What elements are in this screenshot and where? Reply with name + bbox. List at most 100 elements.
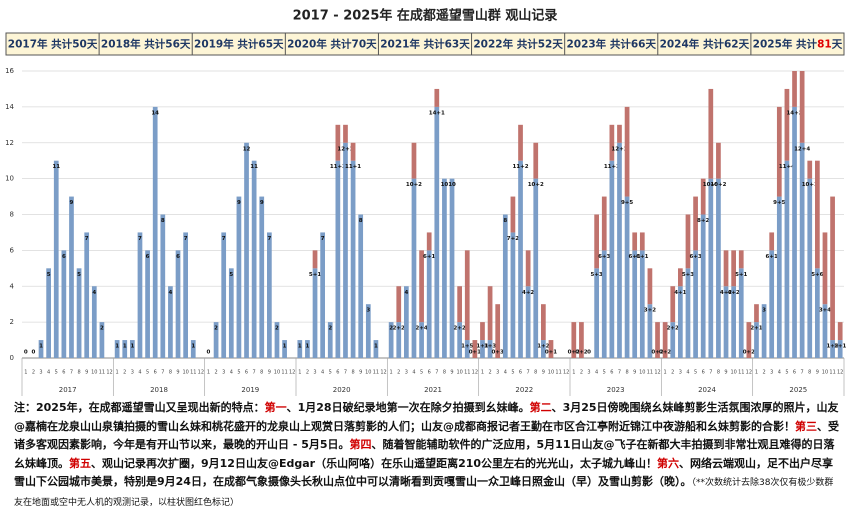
value-label: 2+2 [667, 326, 679, 332]
bar-segment [738, 268, 744, 358]
summary-count: 63 [445, 39, 460, 51]
bar-segment [685, 268, 691, 358]
value-label: 2+2 [454, 326, 466, 332]
bar-segment [655, 322, 660, 358]
value-label: 11+1 [345, 164, 361, 170]
bar-segment [457, 286, 462, 323]
x-tick-label: 4 [778, 370, 781, 376]
x-tick-label: 8 [625, 370, 628, 376]
value-label: 7 [184, 236, 188, 242]
bar-segment [168, 286, 173, 358]
bar-segment [708, 178, 714, 358]
value-label: 1+1 [834, 344, 846, 350]
value-label: 11 [250, 164, 258, 170]
x-tick-label: 7 [344, 370, 347, 376]
x-tick-label: 4 [321, 370, 324, 376]
value-label: 9 [260, 200, 264, 206]
x-tick-label: 2 [32, 370, 35, 376]
note-text: 注： [14, 401, 36, 414]
bar-segment [609, 124, 615, 161]
bar-segment [335, 160, 341, 358]
bar-segment [647, 268, 653, 305]
x-tick-label: 2 [580, 370, 583, 376]
x-tick-label: 4 [686, 370, 689, 376]
x-tick-label: 12 [746, 370, 752, 376]
x-tick-label: 5 [603, 370, 606, 376]
bar-segment [647, 304, 653, 358]
summary-count: 70 [352, 39, 367, 51]
y-tick-label: 6 [10, 246, 15, 254]
year-label: 2019 [241, 386, 259, 394]
bar-segment [708, 88, 714, 179]
value-label: 2 [214, 326, 218, 332]
value-label: 6+1 [423, 254, 435, 260]
bar-segment [297, 340, 303, 358]
summary-count: 50 [72, 39, 87, 51]
x-tick-label: 5 [55, 370, 58, 376]
y-tick-label: 8 [10, 211, 14, 219]
x-tick-label: 11 [373, 370, 379, 376]
x-tick-label: 5 [511, 370, 514, 376]
x-tick-label: 10 [822, 370, 828, 376]
x-tick-label: 1 [755, 370, 758, 376]
bar-segment [411, 178, 417, 358]
value-label: 6 [62, 254, 66, 260]
value-label: 12+1 [337, 146, 353, 152]
value-label: 11+2 [330, 164, 346, 170]
x-tick-label: 1 [664, 370, 667, 376]
x-tick-label: 7 [527, 370, 530, 376]
bar-segment [716, 142, 721, 179]
x-tick-label: 8 [77, 370, 80, 376]
bar-segment [76, 268, 82, 358]
bar-segment [617, 124, 622, 143]
summary-row [5, 32, 845, 56]
value-label: 5 [229, 272, 233, 278]
x-tick-label: 7 [709, 370, 712, 376]
x-tick-label: 12 [472, 370, 478, 376]
bar-segment [122, 340, 128, 358]
value-label: 8+2 [697, 218, 709, 224]
x-tick-label: 6 [428, 370, 431, 376]
bar-segment [776, 196, 782, 358]
bar-segment [815, 268, 820, 358]
note-text: 第二 [529, 401, 552, 414]
value-label: 2 [328, 326, 332, 332]
x-tick-label: 6 [610, 370, 613, 376]
x-tick-label: 12 [289, 370, 295, 376]
y-tick-label: 10 [5, 175, 14, 183]
bar-segment [464, 250, 470, 341]
value-label: 1 [374, 344, 378, 350]
x-tick-label: 9 [542, 370, 545, 376]
summary-prefix: 2017年 共计 [8, 38, 73, 51]
x-tick-label: 1 [390, 370, 393, 376]
x-tick-label: 7 [253, 370, 256, 376]
summary-count: 52 [538, 39, 553, 51]
bar-segment [434, 88, 440, 107]
summary-label: 2024年 共计62天 [660, 38, 750, 51]
y-tick-label: 14 [5, 103, 14, 111]
chart: 2017 - 2025年 在成都遥望雪山群 观山记录 2017年 共计50天 20… [5, 8, 846, 396]
x-tick-label: 5 [420, 370, 423, 376]
bar-segment [396, 322, 402, 358]
note-text: 第三 [795, 419, 817, 433]
value-label: 2+1 [750, 326, 762, 332]
bar-segment [754, 322, 759, 358]
value-label: 8 [503, 218, 507, 224]
year-label: 2025 [789, 386, 807, 394]
bar-segment [837, 340, 843, 358]
bar-segment [617, 142, 622, 358]
bar-segment [449, 178, 455, 358]
value-label: 9 [70, 200, 74, 206]
year-label: 2017 [59, 386, 77, 394]
value-label: 11+2 [604, 164, 620, 170]
x-tick-label: 2 [123, 370, 126, 376]
x-tick-label: 9 [359, 370, 362, 376]
value-label: 14+2 [786, 110, 802, 116]
x-tick-label: 3 [222, 370, 225, 376]
bar-segment [442, 178, 447, 358]
value-label: 3+4 [819, 308, 831, 314]
x-tick-label: 3 [131, 370, 134, 376]
bar-segment [137, 232, 143, 358]
bar-segment [525, 250, 531, 287]
bar-segment [746, 322, 752, 358]
